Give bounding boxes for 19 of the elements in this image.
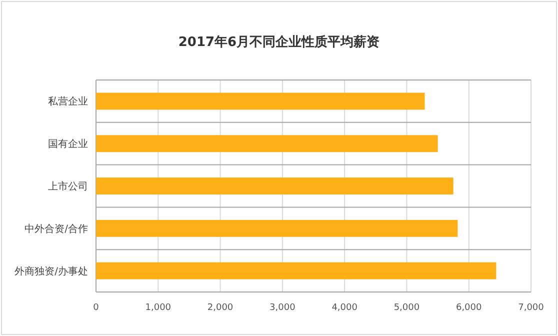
y-tick-label: 中外合资/合作 <box>24 222 88 235</box>
x-tick-label: 0 <box>93 303 100 313</box>
bar <box>96 135 438 152</box>
x-tick-label: 6,000 <box>456 303 482 313</box>
x-tick-label: 1,000 <box>145 303 172 313</box>
chart-title: 2017年6月不同企业性质平均薪资 <box>178 34 380 50</box>
x-tick-label: 3,000 <box>270 303 296 313</box>
bar <box>96 178 454 194</box>
y-tick-label: 外商独资/办事处 <box>14 265 88 278</box>
y-tick-label: 上市公司 <box>48 180 88 192</box>
y-tick-label: 国有企业 <box>48 138 88 150</box>
x-tick-label: 2,000 <box>207 303 234 313</box>
bar <box>96 220 458 237</box>
bar <box>96 92 425 110</box>
x-tick-label: 5,000 <box>394 303 420 313</box>
y-tick-label: 私营企业 <box>48 96 88 108</box>
x-tick-label: 7,000 <box>518 303 544 313</box>
x-tick-label: 4,000 <box>332 303 358 313</box>
bar <box>96 262 496 280</box>
